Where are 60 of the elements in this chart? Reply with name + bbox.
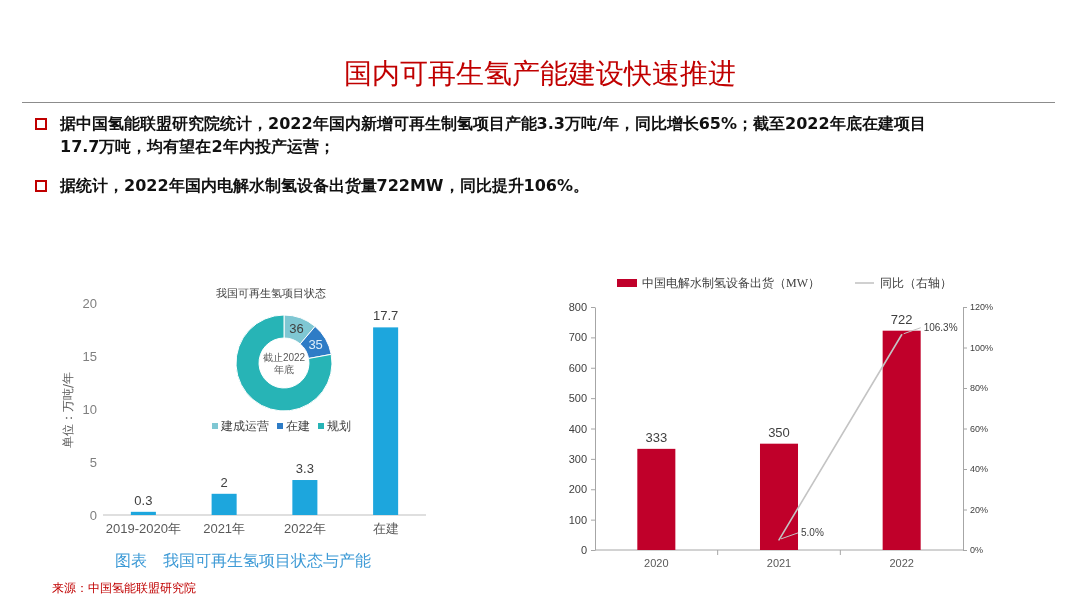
legend-label: 同比（右轴） <box>880 276 952 291</box>
x-tick-label: 在建 <box>372 521 399 537</box>
text: 图表 我国可再生氢项目状态与产能 <box>115 551 371 570</box>
donut-slice <box>235 314 333 412</box>
text: 国内可再生氢产能建设快速推进 <box>343 57 737 91</box>
data-label: 35 <box>308 337 323 353</box>
y-tick-label: 10 <box>82 401 97 417</box>
legend-label: 中国电解水制氢设备出货（MW） <box>642 276 820 291</box>
x-tick-label: 2022 <box>889 556 914 569</box>
y-tick-label: 15 <box>82 348 97 364</box>
y-tick-label: 800 <box>568 301 587 314</box>
x-tick-label: 2021年 <box>203 521 246 537</box>
y-tick-label: 500 <box>568 392 587 405</box>
source-note: 来源：中国氢能联盟研究院 <box>52 581 196 595</box>
data-label: 722 <box>890 311 913 327</box>
text: 据统计，2022年国内电解水制氢设备出货量722MW，同比提升106%。 <box>60 175 590 197</box>
data-label: 0.3 <box>134 492 153 508</box>
text: 据中国氢能联盟研究院统计，2022年国内新增可再生制氢项目产能3.3万吨/年，同比增长65%；截至2022年底在建项目17.7万吨，均有望在2年内投产运营； <box>60 113 927 158</box>
data-label: 350 <box>768 424 790 440</box>
y-tick-label: 20 <box>82 295 97 311</box>
x-tick-label: 2021 <box>766 556 792 569</box>
y2-tick-label: 40% <box>970 464 989 475</box>
bar <box>292 480 318 515</box>
bar <box>882 330 921 550</box>
y-tick-label: 200 <box>568 483 587 496</box>
bar <box>637 448 676 550</box>
x-tick-label: 2019-2020年 <box>105 521 181 537</box>
data-label: 3.3 <box>295 461 314 477</box>
y-tick-label: 600 <box>568 361 587 374</box>
y2-tick-label: 120% <box>970 302 994 313</box>
bar <box>130 511 156 515</box>
legend-label: 规划 <box>327 419 351 434</box>
y2-tick-label: 100% <box>970 342 994 353</box>
y2-tick-label: 20% <box>970 504 989 515</box>
data-label: 2 <box>220 474 228 490</box>
y-tick-label: 100 <box>568 513 587 526</box>
bar <box>211 493 237 515</box>
data-label: 17.7 <box>372 308 399 324</box>
legend-label: 建成运营 <box>220 419 269 434</box>
y2-tick-label: 80% <box>970 383 989 394</box>
y2-tick-label: 60% <box>970 423 989 434</box>
y2-tick-label: 0% <box>970 545 984 556</box>
y-tick-label: 0 <box>89 507 97 523</box>
x-tick-label: 2020 <box>644 556 669 569</box>
x-tick-label: 2022年 <box>283 521 326 537</box>
annotation: 截止2022年底 <box>262 351 306 375</box>
y-tick-label: 5 <box>89 454 97 470</box>
y-tick-label: 0 <box>580 544 587 557</box>
bar <box>373 327 399 515</box>
y-axis-title: 单位：万吨/年 <box>61 371 75 449</box>
data-label: 106.3% <box>923 322 958 334</box>
y-tick-label: 400 <box>568 422 587 435</box>
data-label: 333 <box>645 429 668 445</box>
legend-label: 在建 <box>286 419 310 434</box>
data-label: 5.0% <box>801 527 824 539</box>
y-tick-label: 300 <box>568 452 587 465</box>
data-label: 36 <box>289 321 304 337</box>
chart-title: 我国可再生氢项目状态 <box>216 287 326 300</box>
y-tick-label: 700 <box>568 331 587 344</box>
bar <box>759 443 799 550</box>
